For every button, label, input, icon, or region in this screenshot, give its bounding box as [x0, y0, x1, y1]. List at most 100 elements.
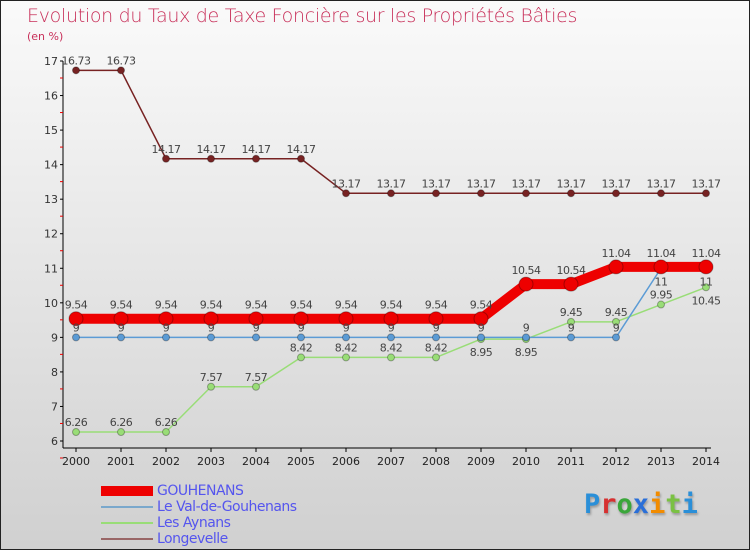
logo-letter: i — [681, 489, 698, 520]
data-label: 14.17 — [152, 143, 181, 156]
data-point — [563, 276, 579, 292]
data-label: 9 — [388, 321, 395, 334]
data-label: 10.54 — [512, 264, 541, 277]
legend-item: Le Val-de-Gouhenans — [101, 499, 297, 515]
legend-item: GOUHENANS — [101, 483, 297, 499]
data-point — [72, 333, 80, 342]
data-label: 16.73 — [107, 54, 136, 67]
y-tick-label: 11 — [44, 262, 58, 275]
data-point — [657, 300, 665, 309]
data-label: 9.95 — [650, 289, 673, 302]
data-label: 10.54 — [557, 264, 586, 277]
data-label: 6.26 — [65, 416, 88, 429]
data-label: 13.17 — [512, 177, 541, 190]
data-point — [612, 189, 620, 198]
data-label: 8.95 — [515, 346, 538, 359]
data-label: 9.45 — [605, 306, 628, 319]
data-label: 13.17 — [692, 177, 721, 190]
data-point — [158, 311, 174, 327]
data-label: 8.42 — [380, 341, 403, 354]
y-tick-label: 14 — [44, 159, 58, 172]
x-tick-label: 2013 — [647, 455, 675, 468]
data-point — [522, 189, 530, 198]
y-tick-label: 16 — [44, 90, 58, 103]
data-label: 9 — [253, 321, 260, 334]
legend-label: Les Aynans — [157, 515, 231, 531]
data-point — [297, 353, 305, 362]
data-label: 8.42 — [290, 341, 313, 354]
data-label: 9 — [118, 321, 125, 334]
data-point — [608, 259, 624, 275]
legend-swatch — [101, 486, 153, 496]
data-point — [567, 317, 575, 326]
data-label: 6.26 — [110, 416, 133, 429]
x-tick-label: 2008 — [422, 455, 450, 468]
data-point — [342, 353, 350, 362]
x-tick-label: 2007 — [377, 455, 405, 468]
data-label: 8.95 — [470, 346, 493, 359]
data-point — [297, 154, 305, 163]
data-point — [248, 311, 264, 327]
data-point — [477, 189, 485, 198]
data-label: 7.57 — [200, 371, 223, 384]
data-point — [342, 333, 350, 342]
data-label: 9 — [298, 321, 305, 334]
data-label: 11.04 — [692, 247, 721, 260]
data-point — [428, 311, 444, 327]
legend-swatch — [101, 538, 153, 540]
data-label: 9.45 — [560, 306, 583, 319]
data-point — [518, 276, 534, 292]
y-tick-label: 15 — [44, 124, 58, 137]
x-tick-label: 2003 — [197, 455, 225, 468]
x-tick-label: 2012 — [602, 455, 630, 468]
legend-swatch — [101, 506, 153, 508]
data-label: 9.54 — [380, 299, 403, 312]
data-point — [117, 428, 125, 437]
legend-item: Longevelle — [101, 531, 297, 547]
data-point — [653, 259, 669, 275]
y-tick-label: 7 — [51, 400, 58, 413]
logo-letter: i — [649, 489, 666, 520]
x-tick-label: 2011 — [557, 455, 585, 468]
data-point — [162, 333, 170, 342]
data-label: 8.42 — [425, 341, 448, 354]
y-tick-label: 10 — [44, 297, 58, 310]
data-point — [207, 333, 215, 342]
data-label: 9 — [163, 321, 170, 334]
data-point — [207, 382, 215, 391]
chart-title: Evolution du Taux de Taxe Foncière sur l… — [27, 5, 578, 27]
data-point — [72, 428, 80, 437]
data-label: 10.45 — [692, 294, 721, 307]
y-tick-label: 9 — [51, 331, 58, 344]
data-point — [432, 189, 440, 198]
logo-letter: t — [665, 489, 682, 520]
data-point — [612, 317, 620, 326]
data-label: 11.04 — [647, 247, 676, 260]
logo-letter: r — [600, 489, 617, 520]
data-label: 9 — [523, 321, 530, 334]
data-point — [162, 154, 170, 163]
y-tick-label: 12 — [44, 228, 58, 241]
data-label: 9 — [433, 321, 440, 334]
x-tick-label: 2004 — [242, 455, 270, 468]
data-label: 6.26 — [155, 416, 178, 429]
legend-label: Longevelle — [157, 531, 228, 547]
data-point — [252, 333, 260, 342]
data-point — [387, 189, 395, 198]
data-label: 13.17 — [332, 177, 361, 190]
data-point — [522, 333, 530, 342]
data-point — [117, 66, 125, 75]
data-point — [698, 259, 714, 275]
data-label: 14.17 — [197, 143, 226, 156]
data-point — [293, 311, 309, 327]
data-label: 11.04 — [602, 247, 631, 260]
data-label: 11 — [700, 275, 713, 288]
x-tick-label: 2009 — [467, 455, 495, 468]
legend-swatch — [101, 522, 153, 524]
data-point — [252, 154, 260, 163]
data-point — [203, 311, 219, 327]
plot-area: 6 7 8 9 10 11 12 13 14 15 16 17 2000 2001 2002 2003 2004… — [44, 54, 721, 468]
data-point — [162, 428, 170, 437]
data-label: 14.17 — [242, 143, 271, 156]
